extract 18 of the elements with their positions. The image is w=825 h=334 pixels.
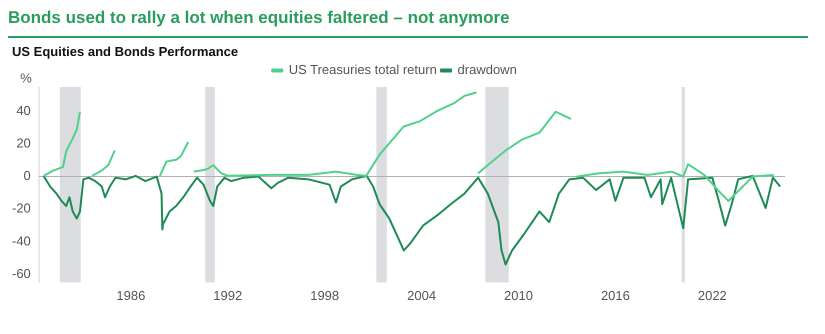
y-tick-label: -20: [12, 200, 31, 216]
y-tick-label: 0: [24, 168, 31, 184]
x-tick-label: 1992: [213, 288, 242, 303]
legend-label: US Treasuries total return: [288, 62, 437, 78]
chart-subtitle: US Equities and Bonds Performance: [12, 44, 238, 59]
x-tick-label: 2016: [600, 288, 630, 303]
chart-title: Bonds used to rally a lot when equities faltered – not anymore: [8, 8, 510, 28]
x-tick-label: 2004: [407, 288, 436, 303]
x-tick-label: 2010: [504, 288, 533, 303]
y-tick-label: 20: [16, 136, 31, 151]
y-tick-label: -60: [12, 266, 31, 281]
x-tick-label: 1998: [310, 288, 340, 303]
x-tick-label: 2022: [698, 288, 727, 303]
legend-label: drawdown: [458, 62, 517, 78]
x-tick-label: 1986: [116, 288, 146, 303]
y-tick-label: 40: [16, 103, 31, 118]
y-tick-label: -40: [12, 233, 31, 248]
y-axis-title: %: [20, 70, 32, 86]
